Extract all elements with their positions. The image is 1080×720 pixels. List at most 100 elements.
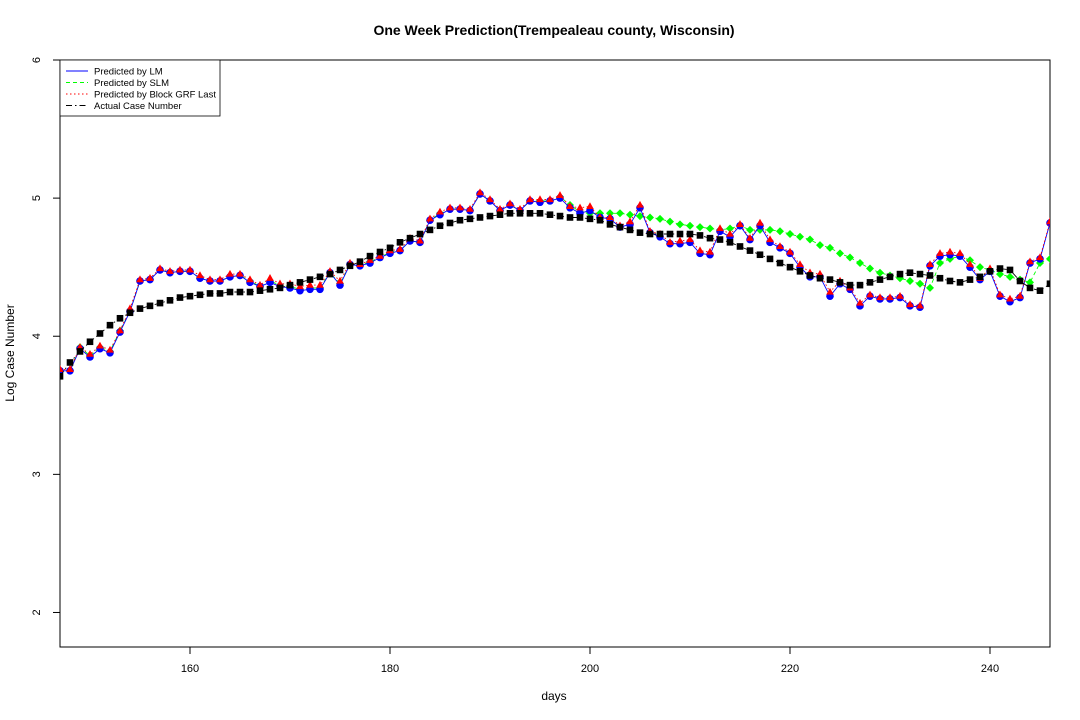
data-point-predicted-by-block-grf-last	[576, 203, 584, 211]
data-point-predicted-by-block-grf-last	[216, 275, 224, 283]
data-point-predicted-by-block-grf-last	[1046, 217, 1050, 225]
y-tick-label: 5	[31, 195, 43, 201]
data-point-actual-case-number	[466, 215, 474, 223]
data-point-predicted-by-block-grf-last	[1016, 291, 1024, 299]
data-point-actual-case-number	[916, 270, 924, 278]
data-point-actual-case-number	[326, 270, 334, 278]
data-point-predicted-by-block-grf-last	[476, 188, 484, 196]
chart-title: One Week Prediction(Trempealeau county, …	[373, 22, 734, 38]
data-point-predicted-by-block-grf-last	[60, 365, 64, 372]
data-point-actual-case-number	[1016, 277, 1024, 285]
data-point-actual-case-number	[746, 247, 754, 254]
data-point-actual-case-number	[816, 274, 824, 282]
series-line-predicted-by-lm	[60, 193, 1050, 372]
y-tick-label: 4	[31, 333, 43, 339]
data-point-predicted-by-block-grf-last	[496, 204, 504, 212]
data-point-actual-case-number	[856, 281, 864, 289]
data-point-actual-case-number	[626, 226, 634, 234]
data-point-actual-case-number	[206, 290, 214, 297]
data-point-predicted-by-block-grf-last	[736, 220, 744, 227]
data-point-predicted-by-block-grf-last	[936, 249, 944, 256]
data-point-actual-case-number	[936, 274, 944, 282]
data-point-predicted-by-slm	[806, 235, 814, 244]
data-point-predicted-by-slm	[936, 259, 944, 268]
data-point-actual-case-number	[506, 210, 514, 217]
data-point-actual-case-number	[66, 359, 74, 366]
series-line-actual-case-number	[60, 212, 1050, 377]
data-point-predicted-by-block-grf-last	[176, 265, 184, 273]
data-point-actual-case-number	[406, 234, 414, 242]
data-point-actual-case-number	[516, 210, 524, 217]
data-point-predicted-by-block-grf-last	[826, 287, 834, 295]
data-point-predicted-by-block-grf-last	[456, 203, 464, 211]
data-point-predicted-by-block-grf-last	[776, 242, 784, 250]
data-point-actual-case-number	[766, 255, 774, 263]
y-tick-label: 2	[31, 609, 43, 615]
data-point-actual-case-number	[296, 279, 304, 286]
data-point-actual-case-number	[386, 244, 394, 252]
data-point-predicted-by-block-grf-last	[706, 247, 714, 255]
data-point-predicted-by-slm	[646, 213, 654, 222]
data-point-actual-case-number	[566, 214, 574, 221]
data-point-actual-case-number	[186, 292, 194, 300]
data-point-predicted-by-block-grf-last	[856, 298, 864, 306]
data-point-predicted-by-block-grf-last	[676, 236, 684, 244]
data-point-actual-case-number	[376, 248, 384, 256]
data-point-predicted-by-block-grf-last	[316, 280, 324, 288]
data-point-actual-case-number	[576, 214, 584, 221]
x-tick-label: 240	[981, 663, 999, 675]
data-point-predicted-by-slm	[696, 223, 704, 232]
data-point-actual-case-number	[736, 243, 744, 250]
data-point-actual-case-number	[256, 287, 264, 294]
data-point-actual-case-number	[76, 348, 84, 355]
data-point-actual-case-number	[756, 251, 764, 259]
x-tick-label: 160	[181, 663, 199, 675]
data-point-predicted-by-slm	[626, 210, 634, 219]
data-point-actual-case-number	[1006, 266, 1014, 274]
data-point-actual-case-number	[1026, 284, 1034, 292]
data-point-actual-case-number	[346, 262, 354, 270]
data-point-actual-case-number	[356, 258, 364, 265]
data-point-actual-case-number	[246, 288, 254, 296]
data-point-predicted-by-slm	[816, 241, 824, 250]
data-point-actual-case-number	[686, 230, 694, 238]
data-point-predicted-by-slm	[1006, 272, 1014, 281]
data-point-predicted-by-slm	[776, 227, 784, 236]
data-point-predicted-by-block-grf-last	[366, 256, 374, 263]
data-point-predicted-by-block-grf-last	[236, 269, 244, 277]
data-point-predicted-by-slm	[636, 212, 644, 221]
data-point-actual-case-number	[556, 212, 564, 220]
data-point-predicted-by-block-grf-last	[336, 276, 344, 284]
data-point-predicted-by-block-grf-last	[756, 218, 764, 226]
data-point-actual-case-number	[826, 276, 834, 283]
data-point-predicted-by-block-grf-last	[696, 246, 704, 254]
data-point-predicted-by-slm	[846, 253, 854, 262]
data-point-predicted-by-block-grf-last	[226, 269, 234, 277]
data-point-actual-case-number	[546, 211, 554, 218]
data-point-actual-case-number	[496, 211, 504, 218]
data-point-predicted-by-block-grf-last	[726, 229, 734, 237]
data-point-predicted-by-block-grf-last	[256, 280, 264, 288]
data-point-predicted-by-block-grf-last	[466, 204, 474, 212]
data-point-predicted-by-block-grf-last	[1036, 253, 1044, 261]
data-point-predicted-by-block-grf-last	[1026, 257, 1034, 265]
data-point-actual-case-number	[1036, 287, 1044, 294]
data-point-actual-case-number	[906, 269, 914, 277]
data-point-predicted-by-block-grf-last	[86, 349, 94, 357]
data-point-actual-case-number	[1046, 280, 1050, 288]
data-point-predicted-by-block-grf-last	[416, 236, 424, 244]
data-point-actual-case-number	[656, 230, 664, 238]
data-point-actual-case-number	[796, 268, 804, 275]
data-point-predicted-by-slm	[1026, 278, 1034, 287]
x-tick-label: 220	[781, 663, 799, 675]
data-point-predicted-by-block-grf-last	[266, 274, 274, 281]
series-layer	[60, 188, 1050, 380]
data-point-actual-case-number	[596, 216, 604, 224]
data-point-predicted-by-block-grf-last	[946, 247, 954, 255]
data-point-predicted-by-block-grf-last	[796, 260, 804, 268]
data-point-predicted-by-block-grf-last	[166, 267, 174, 274]
data-point-predicted-by-slm	[856, 259, 864, 268]
data-point-predicted-by-slm	[906, 276, 914, 285]
data-point-predicted-by-slm	[1046, 254, 1050, 263]
